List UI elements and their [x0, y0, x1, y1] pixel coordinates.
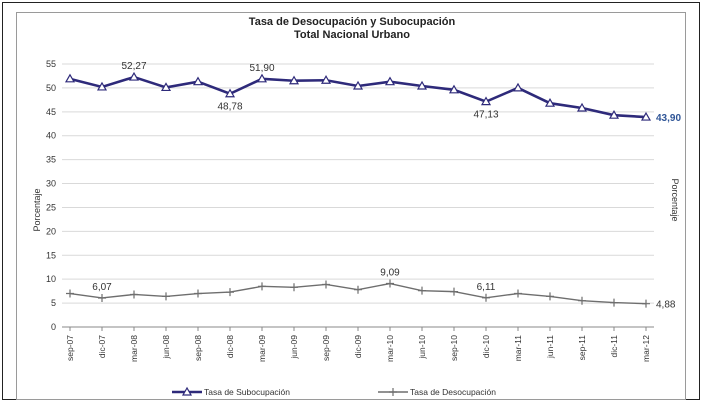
data-point-desocupacion — [642, 299, 650, 308]
x-tick-label: dic-08 — [225, 335, 235, 358]
data-point-subocupacion — [128, 71, 140, 81]
data-point-subocupacion — [512, 82, 524, 92]
data-point-desocupacion — [354, 285, 362, 294]
data-label: 6,11 — [477, 282, 496, 293]
data-point-subocupacion — [448, 84, 460, 94]
y-tick-label: 50 — [46, 83, 56, 93]
data-point-desocupacion — [290, 283, 298, 292]
data-point-subocupacion — [64, 73, 76, 83]
data-point-desocupacion — [194, 289, 202, 298]
data-point-subocupacion — [96, 81, 108, 91]
legend-marker-subocupacion — [181, 386, 193, 396]
data-point-subocupacion — [544, 98, 556, 107]
y-tick-label: 10 — [46, 274, 56, 284]
y-tick-label: 45 — [46, 107, 56, 117]
data-label: 6,07 — [92, 282, 112, 293]
x-tick-label: sep-08 — [193, 335, 203, 361]
legend-label-desocupacion: Tasa de Desocupación — [410, 387, 496, 397]
data-point-desocupacion — [66, 289, 74, 298]
data-point-desocupacion — [226, 288, 234, 297]
x-tick-label: sep-11 — [577, 335, 587, 361]
data-point-desocupacion — [130, 290, 138, 299]
data-point-desocupacion — [322, 280, 330, 289]
x-tick-label: sep-09 — [321, 335, 331, 361]
data-point-subocupacion — [640, 111, 652, 121]
chart-title: Tasa de Desocupación y Subocupación — [248, 16, 456, 28]
data-point-desocupacion — [482, 293, 490, 302]
data-label: 47,13 — [473, 110, 498, 121]
legend-label-subocupacion: Tasa de Subocupación — [204, 387, 290, 397]
data-point-subocupacion — [384, 76, 396, 86]
x-tick-label: jun-09 — [289, 335, 299, 360]
data-point-subocupacion — [608, 109, 620, 119]
x-tick-label: mar-08 — [129, 335, 139, 362]
data-point-desocupacion — [162, 292, 170, 301]
data-point-desocupacion — [610, 298, 618, 307]
x-tick-label: dic-11 — [609, 335, 619, 358]
data-point-subocupacion — [192, 76, 204, 86]
legend-marker-desocupacion — [389, 388, 397, 396]
chart-area-box — [16, 12, 686, 400]
y-tick-label: 40 — [46, 131, 56, 141]
x-tick-label: sep-07 — [65, 335, 75, 361]
data-label: 52,27 — [121, 61, 146, 72]
data-label: 48,78 — [217, 102, 242, 113]
data-label: 4,88 — [656, 300, 676, 311]
y-tick-label: 0 — [51, 322, 56, 332]
y-tick-label: 20 — [46, 226, 56, 236]
data-point-subocupacion — [352, 80, 364, 90]
y-axis-label-left: Porcentaje — [32, 188, 42, 231]
y-tick-label: 25 — [46, 202, 56, 212]
y-tick-label: 5 — [51, 298, 56, 308]
y-tick-label: 15 — [46, 250, 56, 260]
y-tick-label: 55 — [46, 59, 56, 69]
data-point-subocupacion — [224, 88, 236, 98]
x-tick-label: dic-10 — [481, 335, 491, 358]
data-point-desocupacion — [546, 292, 554, 301]
data-point-subocupacion — [256, 73, 268, 83]
data-point-desocupacion — [418, 286, 426, 295]
data-point-subocupacion — [480, 96, 492, 106]
data-point-desocupacion — [386, 279, 394, 288]
data-point-desocupacion — [98, 293, 106, 302]
x-tick-label: jun-08 — [161, 335, 171, 360]
data-point-subocupacion — [160, 82, 172, 92]
y-tick-label: 30 — [46, 179, 56, 189]
chart-title-block: Tasa de Desocupación y Subocupación Tota… — [0, 16, 704, 42]
x-tick-label: dic-09 — [353, 335, 363, 358]
data-label: 9,09 — [380, 268, 400, 279]
data-label: 43,90 — [656, 113, 681, 124]
x-tick-label: mar-10 — [385, 335, 395, 362]
data-label: 51,90 — [249, 63, 274, 74]
chart-subtitle: Total Nacional Urbano — [294, 29, 410, 41]
y-tick-label: 35 — [46, 155, 56, 165]
data-point-desocupacion — [578, 296, 586, 305]
x-tick-label: mar-12 — [641, 335, 651, 362]
x-tick-label: jun-10 — [417, 335, 427, 360]
x-tick-label: dic-07 — [97, 335, 107, 358]
data-point-desocupacion — [450, 287, 458, 296]
x-tick-label: sep-10 — [449, 335, 459, 361]
x-tick-label: mar-09 — [257, 335, 267, 362]
x-tick-label: mar-11 — [513, 335, 523, 362]
data-point-desocupacion — [514, 289, 522, 298]
x-tick-label: jun-11 — [545, 335, 555, 359]
y-axis-label-right: Porcentaje — [670, 178, 680, 221]
data-point-subocupacion — [576, 102, 588, 112]
data-point-subocupacion — [416, 80, 428, 90]
data-point-subocupacion — [320, 75, 332, 84]
data-point-desocupacion — [258, 282, 266, 291]
data-point-subocupacion — [288, 75, 300, 85]
